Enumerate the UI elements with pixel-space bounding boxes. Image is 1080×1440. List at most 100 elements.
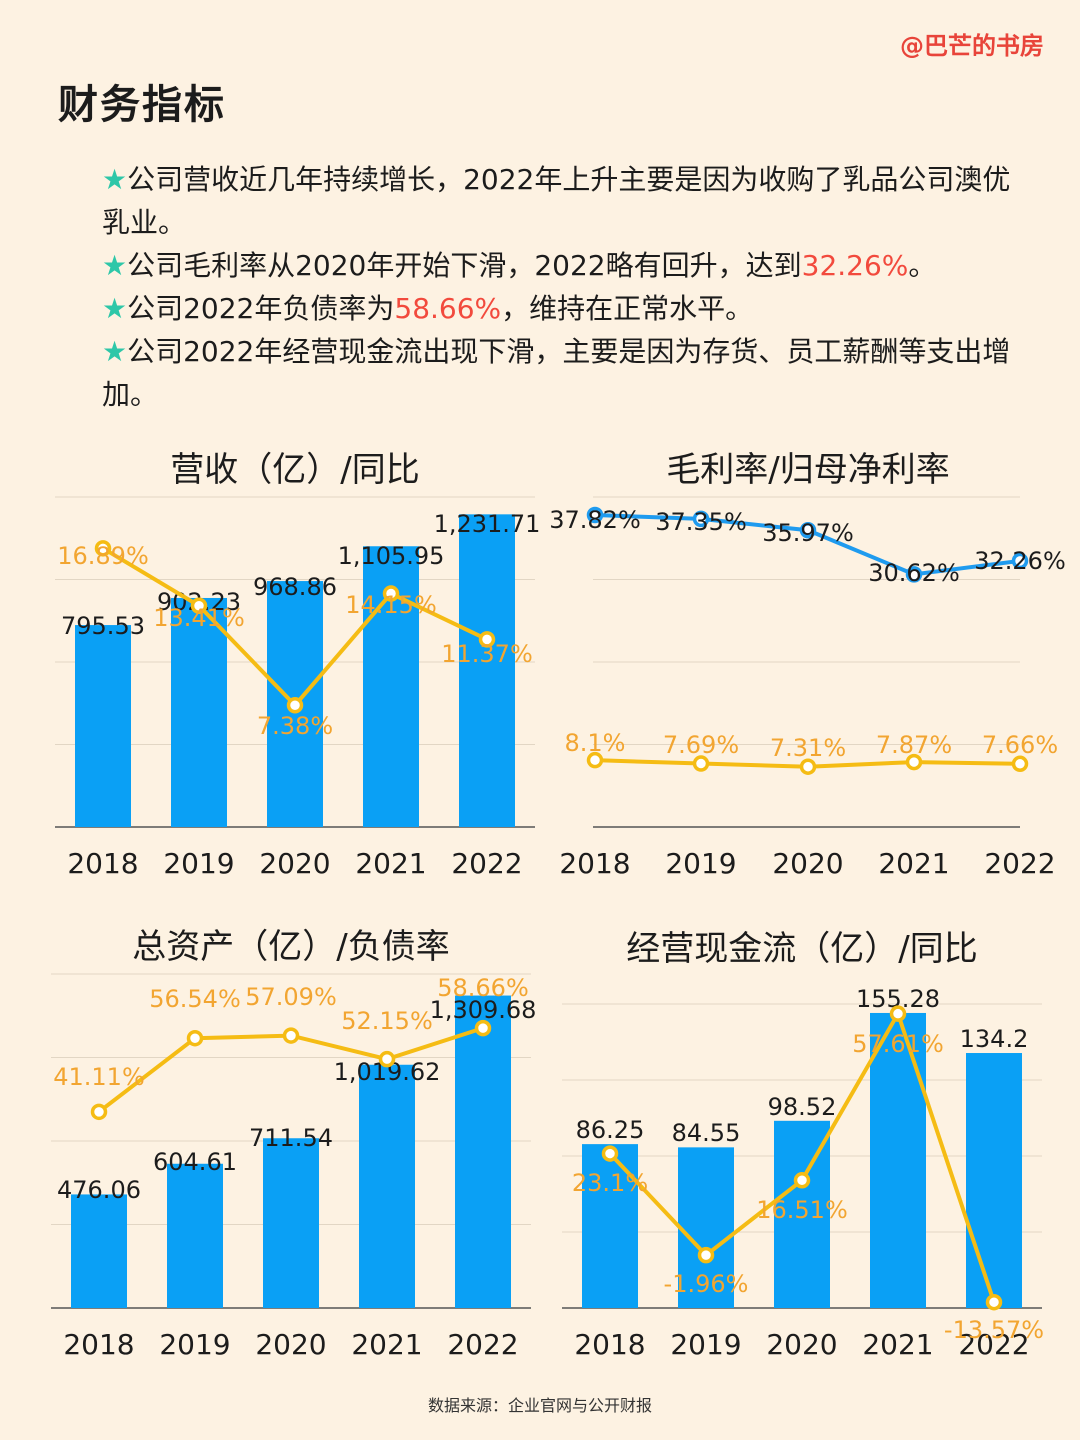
bar	[455, 995, 511, 1308]
star-icon: ★	[102, 163, 128, 196]
bullet-list: ★公司营收近几年持续增长，2022年上升主要是因为收购了乳品公司澳优乳业。 ★公…	[102, 158, 1022, 416]
bar	[167, 1163, 223, 1308]
x-tick-label: 2021	[355, 847, 426, 880]
bar-value-label: 711.54	[249, 1124, 333, 1152]
x-tick-label: 2021	[862, 1328, 933, 1361]
line-value-label: 58.66%	[437, 974, 529, 1002]
data-source-note: 数据来源：企业官网与公开财报	[427, 1396, 652, 1415]
x-tick-label: 2019	[670, 1328, 741, 1361]
line-value-label: 57.61%	[852, 1030, 944, 1058]
line-value-label: 56.54%	[149, 985, 241, 1013]
line-value-label: 7.38%	[257, 712, 333, 740]
star-icon: ★	[102, 335, 128, 368]
bar-value-label: 84.55	[672, 1119, 741, 1147]
line-value-label: 52.15%	[341, 1007, 433, 1035]
x-tick-label: 2021	[878, 847, 949, 880]
line-point	[799, 758, 817, 775]
bullet-item: ★公司营收近几年持续增长，2022年上升主要是因为收购了乳品公司澳优乳业。	[102, 158, 1022, 244]
x-tick-label: 2018	[574, 1328, 645, 1361]
line-point	[692, 755, 710, 772]
line-point	[474, 1019, 492, 1037]
bar	[966, 1053, 1022, 1308]
x-tick-label: 2019	[665, 847, 736, 880]
bar	[263, 1138, 319, 1308]
line-value-label: 57.09%	[245, 983, 337, 1011]
line-point	[1011, 552, 1029, 570]
chart-title: 毛利率/归母净利率	[666, 450, 949, 490]
line-point	[601, 1145, 619, 1162]
bar-value-label: 134.2	[960, 1025, 1029, 1053]
star-icon: ★	[102, 249, 128, 282]
bullet-item: ★公司毛利率从2020年开始下滑，2022略有回升，达到32.26%。	[102, 244, 1022, 287]
highlight-value: 58.66%	[394, 292, 502, 325]
x-tick-label: 2019	[159, 1328, 230, 1361]
line-value-label: 23.1%	[572, 1169, 648, 1197]
line-value-label: 7.31%	[770, 734, 846, 762]
x-tick-label: 2021	[351, 1328, 422, 1361]
line-point	[586, 751, 604, 769]
line-point	[1011, 755, 1029, 773]
line-point	[793, 1172, 811, 1189]
page-title: 财务指标	[58, 82, 226, 128]
bar	[171, 597, 227, 827]
bar	[75, 625, 131, 827]
x-tick-label: 2020	[772, 847, 843, 880]
x-tick-label: 2018	[559, 847, 630, 880]
bar-value-label: 795.53	[61, 612, 145, 640]
line-point	[799, 521, 817, 539]
line-value-label: 32.26%	[974, 547, 1066, 575]
bullet-text: 公司营收近几年持续增长，2022年上升主要是因为收购了乳品公司澳优乳业。	[102, 163, 1011, 239]
line-value-label: 7.87%	[876, 731, 952, 759]
line-value-label: 35.97%	[762, 519, 854, 547]
line-value-label: 37.35%	[655, 508, 747, 536]
line-value-label: 11.37%	[441, 640, 533, 668]
watermark: @巴芒的书房	[900, 32, 1044, 60]
line-value-label: 13.41%	[153, 604, 245, 632]
bar	[870, 1012, 926, 1308]
line-point	[478, 631, 496, 648]
line-value-label: 16.89%	[57, 542, 149, 570]
chart-title: 营收（亿）/同比	[170, 450, 419, 490]
bar-value-label: 968.86	[253, 573, 337, 601]
line-point	[186, 1029, 204, 1047]
x-tick-label: 2022	[451, 847, 522, 880]
line-point	[90, 1103, 108, 1121]
x-tick-label: 2020	[259, 847, 330, 880]
bar	[459, 514, 515, 827]
bullet-text: 。	[908, 249, 937, 282]
bar-value-label: 604.61	[153, 1148, 237, 1176]
star-icon: ★	[102, 292, 128, 325]
bar	[71, 1194, 127, 1308]
bar-value-label: 1,231.71	[434, 510, 541, 538]
highlight-value: 32.26%	[801, 249, 909, 282]
x-tick-label: 2018	[67, 847, 138, 880]
bar-value-label: 98.52	[768, 1093, 837, 1121]
line-value-label: 16.51%	[756, 1196, 848, 1224]
bar	[678, 1147, 734, 1308]
line-value-label: -13.57%	[944, 1316, 1044, 1344]
line-value-label: 41.11%	[53, 1063, 145, 1091]
bar-value-label: 86.25	[576, 1116, 645, 1144]
bullet-text: 公司毛利率从2020年开始下滑，2022略有回升，达到	[127, 249, 802, 282]
chart-title: 经营现金流（亿）/同比	[626, 929, 977, 969]
line-point	[586, 506, 604, 524]
bar	[774, 1120, 830, 1308]
line-point	[286, 696, 304, 714]
bullet-item: ★公司2022年经营现金流出现下滑，主要是因为存货、员工薪酬等支出增加。	[102, 330, 1022, 416]
line-point	[378, 1050, 396, 1068]
x-tick-label: 2022	[958, 1328, 1029, 1361]
x-tick-label: 2018	[63, 1328, 134, 1361]
x-tick-label: 2022	[447, 1328, 518, 1361]
line-point	[697, 1246, 715, 1264]
x-tick-label: 2020	[255, 1328, 326, 1361]
line-value-label: 14.15%	[345, 591, 437, 619]
line-point	[692, 510, 710, 528]
bullet-text: 公司2022年负债率为	[127, 292, 395, 325]
line-value-label: 7.69%	[663, 731, 739, 759]
line-point	[905, 753, 923, 771]
x-tick-label: 2022	[984, 847, 1055, 880]
line-point	[190, 597, 208, 614]
line-point	[282, 1027, 300, 1044]
chart-title: 总资产（亿）/负债率	[132, 927, 449, 967]
bar	[359, 1064, 415, 1308]
